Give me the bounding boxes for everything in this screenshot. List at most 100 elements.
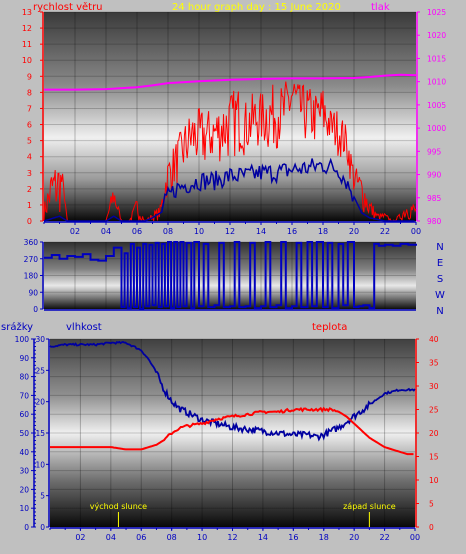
humidity-x-tick-label: 18 [319, 533, 329, 542]
humidity-x-tick-label: 16 [288, 533, 298, 542]
humidity-y-tick-label: 20 [35, 398, 45, 407]
humidity-x-tick-label: 20 [349, 533, 359, 542]
pressure-y-tick-label: 1020 [427, 31, 446, 40]
compass-label: E [437, 258, 443, 269]
direction-line [44, 241, 417, 310]
wind-y-tick-label: 6 [27, 121, 32, 130]
sun-event-label: východ slunce [90, 502, 147, 511]
humidity-x-tick-label: 06 [136, 533, 146, 542]
wind-y-tick-label: 12 [22, 24, 32, 33]
wind-x-tick-label: 00 [411, 227, 421, 236]
wind-y-tick-label: 7 [27, 104, 32, 113]
direction-y-tick-label: 270 [24, 255, 39, 264]
temperature-series [50, 406, 414, 456]
wind-x-tick-label: 02 [70, 227, 80, 236]
humidity-x-tick-label: 12 [227, 533, 237, 542]
pressure-y-tick-label: 1015 [427, 54, 446, 63]
humidity-series [49, 340, 416, 442]
wind-speed-label: rychlost větru [33, 1, 103, 13]
wind-x-tick-label: 20 [349, 227, 359, 236]
humidity-plot-background [50, 339, 415, 527]
direction-y-tick-label: 0 [33, 305, 38, 314]
wind-average-series [43, 157, 415, 222]
humidity-y-tick-label: 5 [40, 492, 45, 501]
humidity-y-tick-label: 10 [35, 460, 45, 469]
wind-pressure-panel: 0123456789101112139809859909951000100510… [22, 8, 447, 236]
humidity-y-tick-label: 0 [40, 523, 45, 532]
wind-average-line [43, 157, 415, 222]
wind-y-tick-label: 4 [27, 153, 32, 162]
temperature-y-tick-label: 40 [429, 335, 439, 344]
humidity-x-tick-label: 00 [410, 533, 420, 542]
direction-y-tick-label: 90 [28, 288, 38, 297]
wind-y-tick-label: 1 [27, 201, 32, 210]
compass-label: N [436, 306, 443, 317]
humidity-x-tick-label: 22 [379, 533, 389, 542]
wind-y-tick-label: 2 [27, 185, 32, 194]
humidity-x-tick-label: 04 [106, 533, 116, 542]
pressure-y-tick-label: 985 [427, 194, 442, 203]
temperature-y-tick-label: 0 [429, 523, 434, 532]
pressure-y-tick-label: 995 [427, 147, 442, 156]
wind-y-tick-label: 10 [22, 56, 32, 65]
pressure-y-tick-label: 990 [427, 171, 442, 180]
pressure-y-tick-label: 1005 [427, 101, 446, 110]
wind-y-tick-label: 13 [22, 8, 32, 17]
wind-x-tick-label: 04 [101, 227, 111, 236]
wind-x-tick-label: 14 [256, 227, 266, 236]
humidity-x-tick-label: 08 [167, 533, 177, 542]
direction-series [44, 241, 417, 310]
direction-y-tick-label: 180 [24, 272, 39, 281]
rain-y-tick-label: 30 [19, 467, 29, 476]
humidity-x-tick-label: 10 [197, 533, 207, 542]
temperature-y-tick-label: 35 [429, 359, 439, 368]
pressure-line [44, 73, 417, 91]
humidity-y-tick-label: 30 [35, 335, 45, 344]
rain-y-tick-label: 40 [19, 448, 29, 457]
pressure-y-tick-label: 1000 [427, 124, 446, 133]
wind-x-tick-label: 08 [163, 227, 173, 236]
wind-x-tick-label: 12 [225, 227, 235, 236]
rain-y-tick-label: 60 [19, 410, 29, 419]
humidity-temperature-panel: srážky vlhkost teplota východ slunce zápa… [1, 321, 439, 542]
rain-y-tick-label: 10 [19, 504, 29, 513]
rain-y-tick-label: 0 [24, 523, 29, 532]
pressure-label: tlak [371, 2, 390, 13]
temperature-label: teplota [312, 322, 347, 333]
pressure-y-tick-label: 1025 [427, 8, 446, 17]
temperature-y-tick-label: 5 [429, 500, 434, 509]
compass-label: W [435, 290, 445, 301]
wind-y-tick-label: 0 [27, 217, 32, 226]
humidity-x-tick-label: 14 [258, 533, 268, 542]
wind-y-tick-label: 11 [22, 40, 32, 49]
compass-label: S [437, 274, 443, 285]
rain-y-tick-label: 70 [19, 391, 29, 400]
direction-y-tick-label: 360 [24, 238, 39, 247]
rain-y-tick-label: 50 [19, 429, 29, 438]
humidity-line [49, 340, 416, 442]
wind-x-tick-label: 16 [287, 227, 297, 236]
rain-label: srážky [1, 321, 33, 333]
humidity-x-tick-label: 02 [75, 533, 85, 542]
chart-title: 24 hour graph day : 15 June 2020 [172, 2, 341, 13]
sun-events: východ slunce západ slunce [90, 502, 396, 527]
humidity-y-tick-label: 15 [35, 429, 45, 438]
rain-y-tick-label: 100 [15, 335, 30, 344]
temperature-y-tick-label: 25 [429, 406, 439, 415]
pressure-series [44, 73, 417, 91]
temperature-y-tick-label: 15 [429, 453, 439, 462]
humidity-label: vlhkost [66, 322, 102, 333]
rain-y-tick-label: 20 [19, 485, 29, 494]
wind-x-tick-label: 10 [194, 227, 204, 236]
temperature-y-tick-label: 20 [429, 429, 439, 438]
temperature-y-tick-label: 10 [429, 476, 439, 485]
pressure-y-tick-label: 1010 [427, 78, 446, 87]
humidity-y-tick-label: 25 [35, 366, 45, 375]
rain-y-tick-label: 90 [19, 354, 29, 363]
wind-y-tick-label: 8 [27, 88, 32, 97]
temperature-line [50, 406, 414, 456]
pressure-y-tick-label: 980 [427, 217, 442, 226]
